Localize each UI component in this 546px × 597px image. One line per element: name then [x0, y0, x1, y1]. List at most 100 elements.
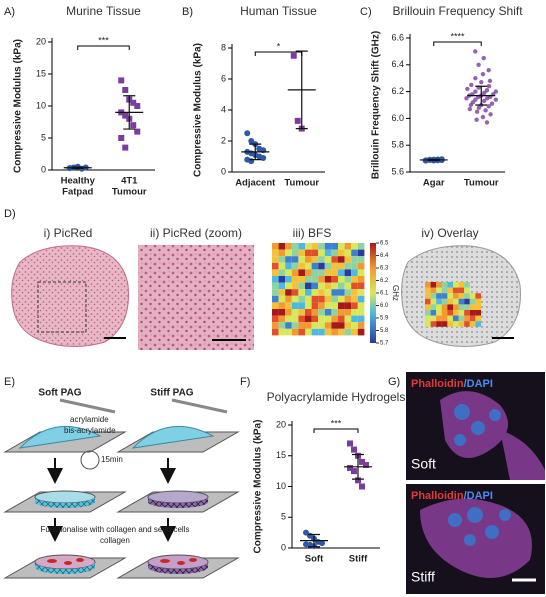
heat-cell	[305, 302, 312, 309]
heat-cell	[338, 289, 345, 296]
gel-side	[35, 562, 95, 574]
heat-cell	[464, 310, 470, 316]
heat-cell	[324, 276, 332, 283]
condition-label: Soft	[411, 456, 436, 472]
x-tick-label: Adjacent	[235, 178, 276, 189]
heat-cell	[344, 243, 352, 250]
heat-cell	[278, 282, 286, 290]
timer	[80, 450, 100, 470]
heat-cell	[272, 249, 279, 257]
data-point	[122, 144, 129, 151]
heat-cell	[357, 269, 365, 276]
x-tick-label: Tumour	[464, 178, 499, 189]
data-point	[468, 102, 474, 108]
heat-cell	[425, 293, 431, 299]
data-point	[347, 440, 353, 447]
data-point	[347, 465, 353, 472]
chart-title: Murine Tissue	[66, 4, 141, 18]
heat-cell	[272, 276, 279, 283]
heat-cell	[318, 328, 325, 336]
gel	[147, 490, 209, 504]
heat-cell	[338, 276, 345, 283]
heat-cell	[285, 322, 292, 329]
data-point	[319, 540, 325, 547]
data-point	[481, 98, 487, 104]
y-tick-label: 8	[221, 42, 226, 52]
error-bar	[71, 166, 84, 169]
heat-cell	[285, 243, 292, 250]
heat-cell	[331, 243, 338, 250]
data-point	[294, 117, 301, 124]
coverslip	[171, 398, 228, 414]
heat-cell	[285, 315, 292, 323]
heat-cell	[298, 282, 305, 290]
stain-red: Phalloidin	[411, 490, 464, 502]
heat-cell	[357, 282, 365, 290]
heat-cell	[331, 282, 338, 290]
heat-cell	[351, 322, 358, 329]
x-tick-label: Soft	[305, 554, 324, 565]
heat-cell	[441, 282, 448, 288]
data-point	[130, 122, 137, 129]
layer-label: collagen	[100, 536, 130, 545]
heat-cell	[311, 249, 319, 257]
data-point	[359, 458, 365, 465]
heat-cell	[351, 282, 358, 290]
nuclei	[448, 404, 511, 546]
heat-cell	[475, 321, 481, 327]
gel-side	[35, 497, 95, 508]
heat-cell	[272, 302, 279, 309]
y-axis-label: Compressive Modulus (kPa)	[253, 420, 264, 554]
heat-cell	[338, 309, 345, 316]
data-point	[481, 55, 486, 61]
colorbar-tick-label: 6.4	[380, 253, 389, 259]
heat-cell	[425, 304, 431, 310]
heat-cell	[430, 298, 437, 305]
heat-cell	[305, 309, 312, 316]
heat-cell	[305, 322, 312, 329]
coverslip	[59, 398, 116, 414]
heat-cell	[441, 293, 448, 299]
colorbar-tick-label: 6.3	[380, 266, 389, 272]
step-label: Functionalise with collagen and seed cel…	[41, 525, 190, 534]
x-tick-label: Tumour	[112, 187, 147, 198]
heat-cell	[291, 262, 299, 270]
heat-cell	[469, 315, 476, 322]
heat-cell	[464, 287, 470, 294]
heat-cell	[285, 262, 292, 270]
heat-cell	[344, 302, 352, 309]
heat-cell	[291, 295, 299, 303]
heat-cell	[285, 256, 292, 263]
y-tick-label: 15	[276, 450, 286, 460]
data-point	[118, 77, 125, 84]
heat-cell	[318, 289, 325, 296]
heat-cell	[447, 304, 453, 310]
heat-cell	[331, 295, 338, 303]
heat-cell	[344, 295, 352, 303]
heat-cell	[278, 249, 286, 257]
heat-cell	[305, 282, 312, 290]
y-tick-label: 20	[36, 36, 46, 46]
heat-cell	[324, 282, 332, 290]
data-point	[118, 135, 125, 141]
heat-cell	[447, 310, 453, 316]
heat-cell	[318, 315, 325, 323]
data-point	[473, 89, 478, 94]
heat-cell	[351, 256, 358, 263]
chart: Human Tissue Compressive Modulus (kPa) 0 2 4…	[193, 4, 325, 189]
data-point	[355, 477, 361, 484]
heat-cell	[453, 321, 459, 327]
data-point	[483, 108, 488, 113]
heat-cell	[291, 315, 299, 323]
chart: Brillouin Frequency Shift Brillouin Frequ…	[371, 4, 524, 188]
heat-cell	[357, 295, 365, 303]
stain-label: Phalloidin/DAPI	[411, 490, 493, 502]
heat-cell	[311, 262, 319, 270]
colorbar-tick-label: 6.2	[380, 278, 389, 284]
data-point	[487, 78, 493, 84]
heat-cell	[324, 269, 332, 276]
y-tick-label: 10	[36, 100, 46, 110]
y-axis-label: Compressive Modulus (kPa)	[13, 39, 24, 173]
heat-cell	[272, 289, 279, 296]
